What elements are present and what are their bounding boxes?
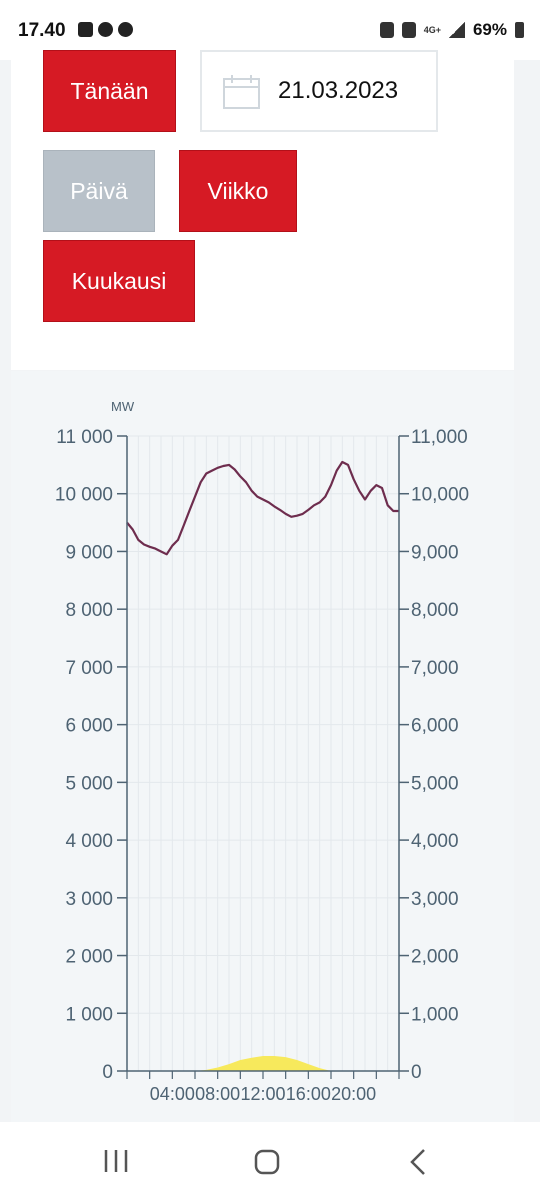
date-picker-input[interactable]: 21.03.2023 (200, 50, 438, 132)
left-tick-label: 8 000 (65, 600, 113, 621)
left-tick-label: 10 000 (55, 485, 113, 506)
right-tick-label: 9,000 (411, 542, 459, 563)
x-tick-label: 12:00 (240, 1084, 285, 1104)
right-tick-label: 5,000 (411, 773, 459, 794)
x-tick-label: 04:00 (150, 1084, 195, 1104)
right-tick-label: 2,000 (411, 947, 459, 968)
status-time: 17.40 (18, 20, 66, 41)
status-right: 4G+ 69% (379, 20, 524, 40)
calendar-icon (223, 75, 260, 109)
x-tick-label: 16:00 (286, 1084, 331, 1104)
right-tick-label: 11,000 (411, 427, 468, 448)
unit-label: MW (111, 399, 135, 414)
left-tick-label: 7 000 (65, 658, 113, 679)
chart-panel: 0 1 000 2 000 3 000 4 000 5 000 6 000 7 000 8 00… (11, 371, 514, 1122)
consumption-chart: 0 1 000 2 000 3 000 4 000 5 000 6 000 7 000 8 00… (55, 399, 469, 1104)
right-tick-label: 10,000 (411, 485, 469, 506)
consumption-line (126, 460, 399, 556)
controls-card: Tänään 21.03.2023 Päivä Viikko Kuukausi (11, 50, 514, 370)
x-tick-label: 20:00 (331, 1084, 376, 1104)
battery-saver-icon (379, 22, 394, 38)
facebook-icon (118, 22, 133, 37)
left-tick-label: 3 000 (65, 889, 113, 910)
left-tick-label: 1 000 (65, 1004, 113, 1025)
right-tick-label: 6,000 (411, 716, 459, 737)
gallery-icon (78, 22, 93, 37)
right-tick-label: 1,000 (411, 1004, 459, 1025)
x-tick-label: 08:00 (195, 1084, 240, 1104)
right-tick-label: 8,000 (411, 600, 459, 621)
right-tick-label: 3,000 (411, 889, 459, 910)
date-value: 21.03.2023 (278, 77, 399, 104)
network-type: 4G+ (423, 24, 441, 35)
right-tick-label: 7,000 (411, 658, 459, 679)
right-tick-label: 0 (411, 1062, 422, 1083)
solar-area (195, 1055, 331, 1071)
solar-series (195, 1055, 331, 1071)
right-tick-label: 4,000 (411, 831, 459, 852)
recent-apps-icon[interactable] (102, 1148, 130, 1174)
left-tick-label: 0 (102, 1062, 113, 1083)
left-tick-label: 2 000 (65, 947, 113, 968)
left-tick-label: 6 000 (65, 716, 113, 737)
chart-axes: 0 1 000 2 000 3 000 4 000 5 000 6 000 7 000 8 00… (55, 427, 469, 1104)
mute-icon (401, 22, 416, 38)
left-tick-label: 9 000 (65, 542, 113, 563)
signal-icon (448, 22, 465, 38)
month-button[interactable]: Kuukausi (43, 240, 195, 322)
navigation-bar (0, 1122, 540, 1200)
battery-percent: 69% (472, 20, 507, 39)
home-icon[interactable] (253, 1148, 281, 1176)
left-tick-label: 11 000 (56, 427, 113, 448)
left-tick-label: 4 000 (65, 831, 113, 852)
battery-icon (515, 22, 524, 38)
day-button[interactable]: Päivä (43, 150, 155, 232)
week-button[interactable]: Viikko (179, 150, 297, 232)
left-tick-label: 5 000 (65, 773, 113, 794)
chart-grid (127, 435, 399, 1072)
back-icon[interactable] (408, 1148, 428, 1176)
today-button[interactable]: Tänään (43, 50, 176, 132)
consumption-series (126, 460, 399, 556)
notification-icons (78, 22, 133, 37)
app-notification-icon (98, 22, 113, 37)
